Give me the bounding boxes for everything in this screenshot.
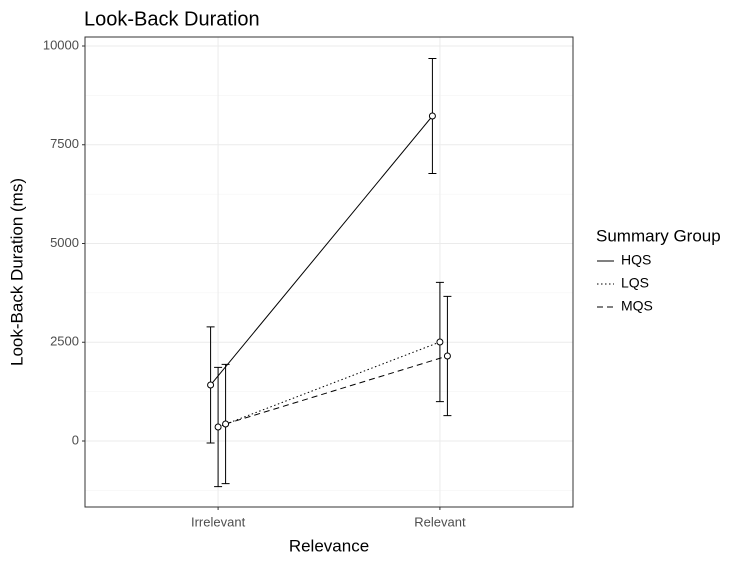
series-line	[225, 355, 448, 425]
point	[214, 423, 222, 431]
point	[436, 338, 444, 346]
marks	[206, 58, 452, 488]
panel-border	[84, 36, 574, 508]
panel-bg	[85, 37, 573, 507]
chart-title: Look-Back Duration	[84, 8, 260, 30]
point	[207, 381, 215, 389]
x-tick-label: Irrelevant	[191, 514, 246, 529]
grid	[85, 37, 573, 507]
y-tick-label: 5000	[50, 235, 79, 250]
legend-label: MQS	[621, 298, 653, 314]
y-tick-label: 7500	[50, 136, 79, 151]
x-axis-label: Relevance	[289, 536, 369, 555]
legend-label: LQS	[621, 275, 649, 291]
y-tick-label: 2500	[50, 334, 79, 349]
series-line	[210, 115, 433, 386]
y-tick-label: 10000	[43, 37, 79, 52]
legend-title: Summary Group	[596, 226, 721, 245]
legend-label: HQS	[621, 252, 651, 268]
point	[222, 420, 230, 428]
y-axis-label: Look-Back Duration (ms)	[7, 178, 26, 366]
point	[428, 112, 436, 120]
point	[443, 352, 451, 360]
x-tick-label: Relevant	[414, 514, 466, 529]
y-tick-label: 0	[72, 432, 79, 447]
